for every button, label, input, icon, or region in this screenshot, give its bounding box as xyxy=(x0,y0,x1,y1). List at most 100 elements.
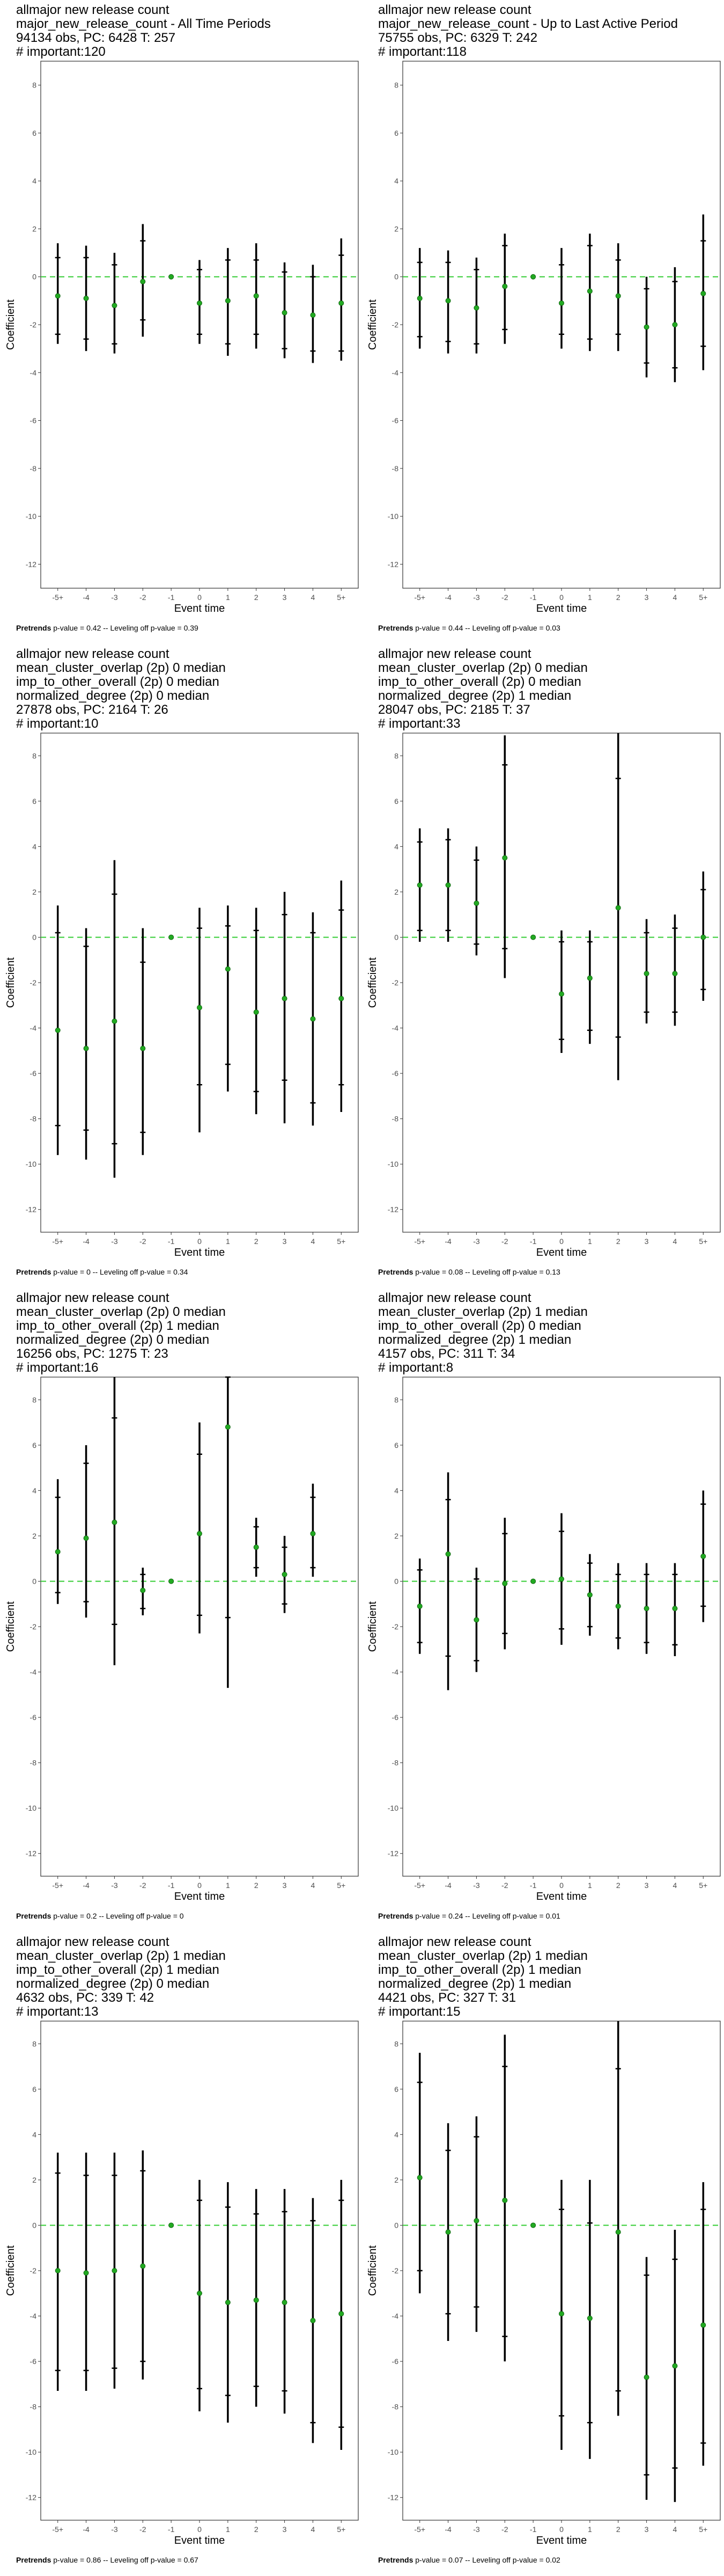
x-tick-label: 4 xyxy=(311,593,315,602)
x-tick-label: 5+ xyxy=(337,2525,345,2534)
x-tick-label: 0 xyxy=(559,2525,564,2534)
x-tick-label: 2 xyxy=(254,593,258,602)
chart-panel: allmajor new release count major_new_rele… xyxy=(362,0,724,644)
pvalue-footer-label: Pretrends xyxy=(16,1268,51,1276)
point-estimate xyxy=(140,2263,146,2269)
chart-title-line: mean_cluster_overlap (2p) 1 median xyxy=(16,1949,226,1963)
chart-title-line: 4157 obs, PC: 311 T: 34 xyxy=(378,1346,515,1361)
y-tick-label: 8 xyxy=(394,2039,398,2048)
chart-title-line: # important:10 xyxy=(16,716,99,731)
y-tick-label: 4 xyxy=(32,177,36,185)
chart-title-line: allmajor new release count xyxy=(378,1935,531,1949)
chart-title-line: 75755 obs, PC: 6329 T: 242 xyxy=(378,31,538,45)
point-estimate xyxy=(445,298,451,304)
x-tick-label: -5+ xyxy=(414,1881,425,1890)
x-tick-label: 4 xyxy=(673,2525,677,2534)
chart-title-line: imp_to_other_overall (2p) 1 median xyxy=(16,1319,219,1333)
chart-title-line: allmajor new release count xyxy=(378,3,531,17)
chart-title: allmajor new release count mean_cluster_o… xyxy=(16,1291,359,1375)
point-estimate xyxy=(112,2268,117,2273)
y-tick-label: 4 xyxy=(394,2130,398,2139)
point-estimate xyxy=(168,1578,174,1584)
x-tick-label: 2 xyxy=(616,1237,620,1246)
chart-title-line: # important:120 xyxy=(16,45,106,59)
pvalue-footer-text: p-value = 0.86 -- Leveling off p-value =… xyxy=(51,2556,198,2564)
chart-title-line: mean_cluster_overlap (2p) 0 median xyxy=(16,1305,226,1319)
y-tick-label: -6 xyxy=(392,1069,399,1078)
y-tick-label: -8 xyxy=(392,464,399,473)
y-tick-label: -10 xyxy=(388,1804,398,1812)
point-estimate xyxy=(417,295,423,301)
pvalue-footer-text: p-value = 0.07 -- Leveling off p-value =… xyxy=(413,2556,560,2564)
chart-title-line: allmajor new release count xyxy=(378,647,531,661)
pvalue-footer: Pretrends p-value = 0.86 -- Leveling off… xyxy=(16,2556,198,2564)
pvalue-footer-label: Pretrends xyxy=(16,2556,51,2564)
chart-title-line: normalized_degree (2p) 1 median xyxy=(378,689,572,703)
point-estimate xyxy=(112,303,117,309)
y-axis-label: Coefficient xyxy=(5,2245,17,2296)
x-tick-label: 0 xyxy=(197,1237,202,1246)
chart-title-line: normalized_degree (2p) 0 median xyxy=(16,1333,210,1347)
point-estimate xyxy=(55,293,61,299)
point-estimate xyxy=(615,905,621,911)
y-tick-label: -2 xyxy=(392,320,399,329)
point-estimate xyxy=(282,2300,287,2306)
y-tick-label: -6 xyxy=(30,416,37,425)
y-tick-label: -10 xyxy=(388,2448,398,2456)
point-estimate xyxy=(445,2229,451,2235)
pvalue-footer-text: p-value = 0.44 -- Leveling off p-value =… xyxy=(413,624,560,632)
point-estimate xyxy=(55,1027,61,1033)
pvalue-footer-label: Pretrends xyxy=(378,624,413,632)
x-tick-label: -3 xyxy=(111,593,118,602)
y-tick-label: -8 xyxy=(392,1115,399,1123)
point-estimate xyxy=(310,1531,316,1536)
x-tick-label: 3 xyxy=(283,1237,287,1246)
point-estimate xyxy=(474,901,479,906)
x-tick-label: 0 xyxy=(559,593,564,602)
x-tick-label: 5+ xyxy=(337,1237,345,1246)
point-estimate xyxy=(310,312,316,318)
point-estimate xyxy=(587,1592,593,1598)
y-tick-label: -12 xyxy=(26,1205,36,1214)
x-tick-label: 2 xyxy=(616,2525,620,2534)
point-estimate xyxy=(530,934,536,940)
y-tick-label: 8 xyxy=(394,1395,398,1404)
chart-title-line: 16256 obs, PC: 1275 T: 23 xyxy=(16,1346,168,1361)
point-estimate xyxy=(225,298,231,304)
point-estimate xyxy=(338,300,344,306)
y-tick-label: -10 xyxy=(26,1804,36,1812)
x-tick-label: 5+ xyxy=(699,2525,707,2534)
point-estimate xyxy=(445,1551,451,1557)
point-estimate xyxy=(168,274,174,280)
x-axis-label: Event time xyxy=(536,1891,587,1902)
pvalue-footer: Pretrends p-value = 0.08 -- Leveling off… xyxy=(378,1268,560,1276)
chart-title: allmajor new release count mean_cluster_o… xyxy=(378,647,721,731)
chart-title-line: # important:118 xyxy=(378,45,467,59)
y-tick-label: -10 xyxy=(388,512,398,521)
point-estimate xyxy=(197,2290,202,2296)
pvalue-footer: Pretrends p-value = 0 -- Leveling off p-… xyxy=(16,1268,188,1276)
point-estimate xyxy=(140,1045,146,1051)
x-tick-label: 1 xyxy=(588,1881,592,1890)
point-estimate xyxy=(559,300,564,306)
chart-panel: allmajor new release count mean_cluster_o… xyxy=(362,644,724,1288)
y-tick-label: -4 xyxy=(30,1024,37,1033)
x-tick-label: 1 xyxy=(226,1881,230,1890)
point-estimate xyxy=(672,2363,678,2369)
chart-title-line: normalized_degree (2p) 0 median xyxy=(16,1977,210,1991)
x-tick-label: 5+ xyxy=(699,1881,707,1890)
chart-panel: allmajor new release count mean_cluster_o… xyxy=(362,1288,724,1932)
y-tick-label: 8 xyxy=(32,751,36,760)
x-tick-label: 0 xyxy=(559,1881,564,1890)
x-tick-label: -4 xyxy=(83,2525,90,2534)
point-estimate xyxy=(700,290,706,296)
pvalue-footer: Pretrends p-value = 0.42 -- Leveling off… xyxy=(16,624,198,632)
y-tick-label: 6 xyxy=(394,2085,398,2094)
point-estimate xyxy=(83,1535,89,1541)
chart-title-line: mean_cluster_overlap (2p) 1 median xyxy=(378,1949,588,1963)
y-tick-label: -4 xyxy=(392,368,399,377)
